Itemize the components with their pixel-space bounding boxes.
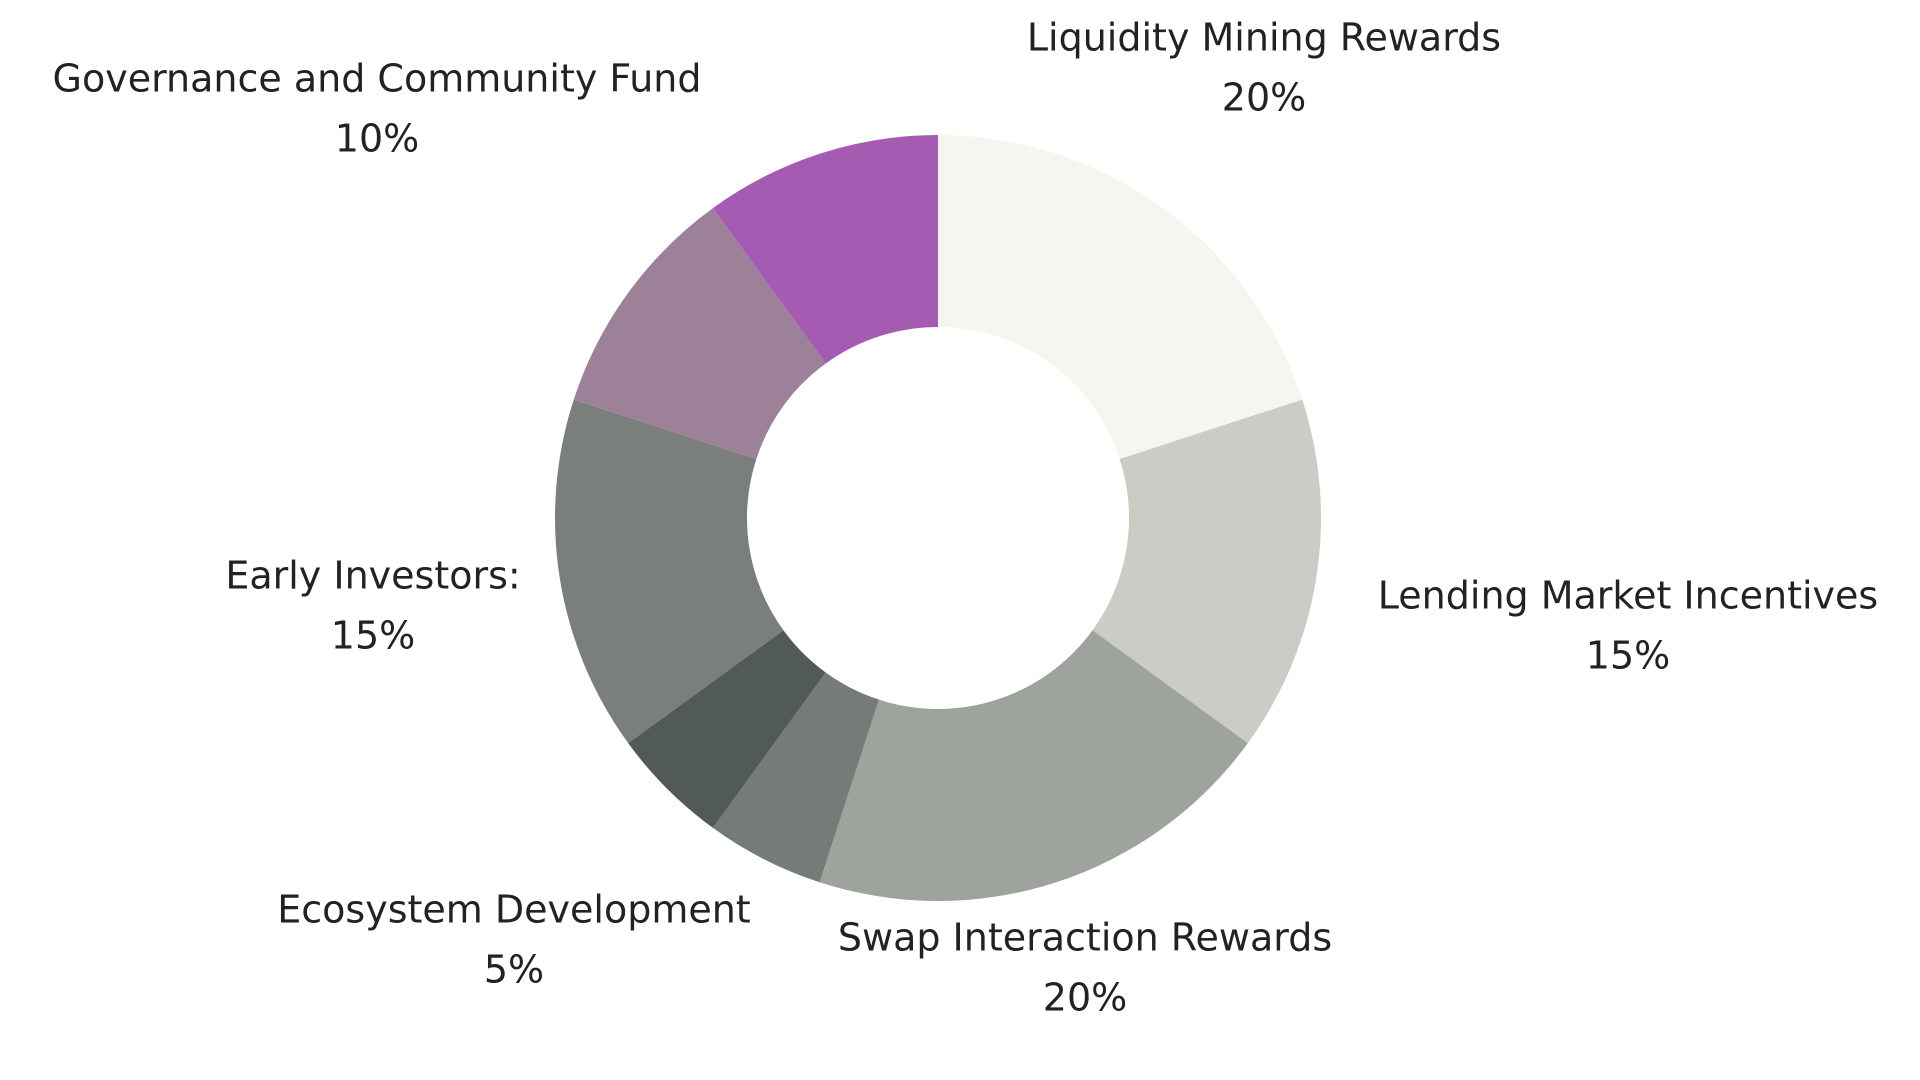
slice-label: Liquidity Mining Rewards (1027, 16, 1501, 60)
slice-label: Lending Market Incentives (1378, 574, 1878, 618)
slice-value-label: 15% (331, 614, 415, 658)
slice-label: Early Investors: (225, 554, 520, 598)
donut-slice (555, 399, 784, 744)
donut-slice (938, 135, 1303, 459)
slice-label: Governance and Community Fund (53, 57, 702, 101)
slice-value-label: 20% (1043, 976, 1127, 1020)
slice-value-label: 15% (1586, 634, 1670, 678)
slice-value-label: 5% (484, 948, 544, 992)
slice-label: Ecosystem Development (277, 888, 750, 932)
donut-slice (712, 672, 879, 883)
donut-slice (1092, 399, 1321, 744)
slice-value-label: 20% (1222, 76, 1306, 120)
slice-value-label: 10% (335, 117, 419, 161)
donut-slice (819, 630, 1248, 901)
donut-slice (573, 208, 826, 459)
slice-label: Swap Interaction Rewards (838, 916, 1332, 960)
donut-slice (712, 135, 938, 364)
donut-slice (628, 630, 826, 828)
